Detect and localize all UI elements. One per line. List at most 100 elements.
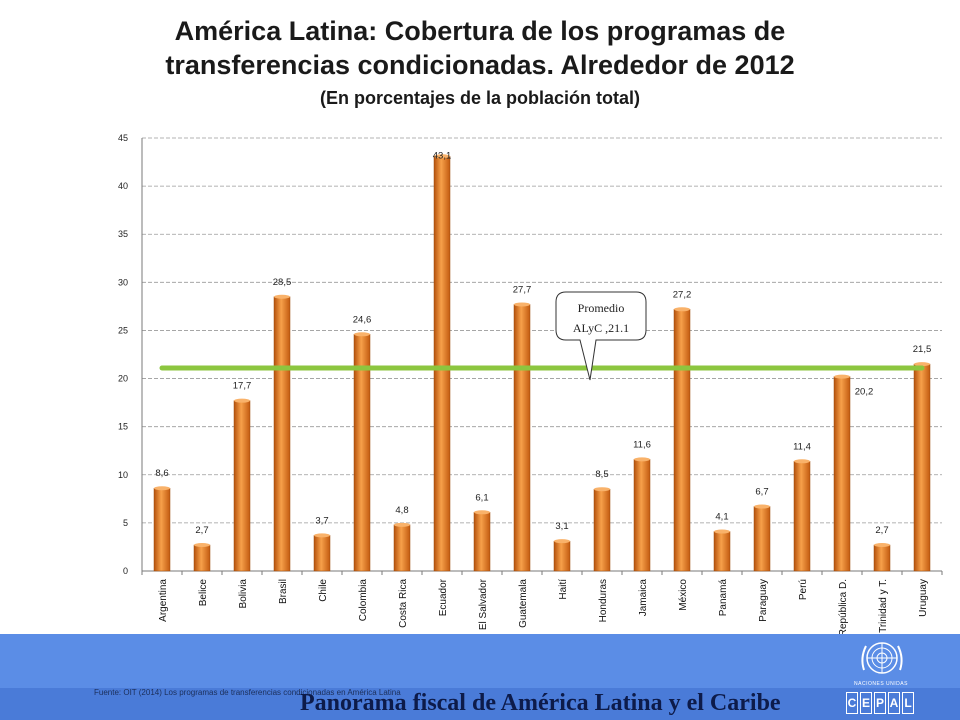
bar-top	[834, 374, 850, 379]
y-tick-label: 15	[118, 422, 128, 432]
bar-top	[554, 539, 570, 544]
bar	[433, 156, 451, 572]
un-emblem-icon	[861, 642, 903, 674]
cepal-logo: C E P A L	[846, 692, 914, 714]
category-label: Jamaica	[638, 579, 649, 617]
chart-subtitle: (En porcentajes de la población total)	[319, 88, 641, 108]
bar	[273, 296, 291, 572]
bar-top	[274, 294, 290, 299]
bar	[553, 540, 571, 572]
category-label: Ecuador	[438, 578, 449, 616]
data-label: 4,8	[395, 505, 408, 516]
y-tick-label: 45	[118, 133, 128, 143]
category-label: México	[678, 579, 689, 611]
data-label: 2,7	[875, 525, 888, 536]
data-label: 3,7	[315, 515, 328, 526]
category-label: Perú	[798, 579, 809, 600]
bar	[633, 459, 651, 572]
category-label: Guatemala	[518, 579, 529, 628]
data-label: 24,6	[353, 314, 372, 325]
bar-top	[874, 543, 890, 548]
bar-top	[714, 529, 730, 534]
category-label: Chile	[318, 579, 329, 602]
bar	[913, 363, 931, 572]
cepal-letter: L	[902, 692, 914, 714]
category-label: Panamá	[718, 579, 729, 617]
data-label: 4,1	[715, 512, 728, 523]
bar-top	[794, 459, 810, 464]
y-tick-label: 35	[118, 229, 128, 239]
y-tick-label: 30	[118, 277, 128, 287]
category-label: Honduras	[598, 579, 609, 622]
y-tick-label: 0	[123, 566, 128, 576]
un-label: NACIONES UNIDAS	[854, 681, 908, 687]
average-label-line-2: ALyC ,21.1	[573, 321, 629, 335]
data-label: 43,1	[433, 150, 452, 161]
y-tick-label: 20	[118, 374, 128, 384]
y-tick-label: 25	[118, 325, 128, 335]
bar-top	[674, 307, 690, 312]
average-callout	[555, 291, 647, 381]
bar	[833, 376, 851, 572]
data-label: 11,4	[793, 441, 811, 452]
footer-strip	[0, 688, 960, 720]
bar-top	[754, 504, 770, 509]
category-label: Colombia	[358, 579, 369, 622]
y-tick-label: 5	[123, 518, 128, 528]
average-label-line-1: Promedio	[578, 301, 625, 315]
category-label: Belice	[198, 579, 209, 607]
bar	[673, 309, 691, 572]
data-label: 20,2	[855, 387, 874, 398]
bar-top	[314, 533, 330, 538]
bar-top	[194, 543, 210, 548]
category-label: El Salvador	[478, 578, 489, 630]
data-label: 6,7	[755, 487, 768, 498]
bar	[713, 531, 731, 572]
bar-top	[914, 362, 930, 367]
data-label: 6,1	[475, 492, 488, 503]
bar	[873, 544, 891, 572]
category-label: Haití	[558, 579, 569, 600]
bar	[233, 400, 251, 572]
cepal-letter: E	[860, 692, 872, 714]
data-label: 8,6	[155, 468, 168, 479]
source-note: Fuente: OIT (2014) Los programas de tran…	[94, 688, 401, 697]
cepal-letter: P	[874, 692, 886, 714]
data-label: 27,7	[513, 284, 532, 295]
bar	[153, 487, 171, 572]
data-label: 3,1	[555, 521, 568, 532]
y-tick-label: 40	[118, 181, 128, 191]
bar-top	[474, 510, 490, 515]
chart-title: América Latina: Cobertura de los program…	[0, 14, 960, 82]
bar-top	[394, 522, 410, 527]
category-label: Uruguay	[918, 579, 929, 617]
data-label: 8,5	[595, 469, 608, 480]
category-label: Costa Rica	[398, 579, 409, 628]
bar-top	[434, 154, 450, 159]
category-label: Argentina	[158, 579, 169, 622]
cepal-letter: A	[888, 692, 900, 714]
category-label: Trinidad y T.	[878, 579, 889, 633]
bar	[513, 304, 531, 572]
title-line-1: América Latina: Cobertura de los program…	[174, 16, 786, 46]
bar-top	[514, 302, 530, 307]
data-label: 28,5	[273, 277, 292, 288]
bar-chart: 0 5 10 15 20 25 30 35 40 45 8,6 Argentina 2,7 Belice 1…	[118, 133, 943, 636]
category-label: Brasil	[278, 579, 289, 604]
cepal-letter: C	[846, 692, 858, 714]
bar	[193, 544, 211, 572]
bar	[393, 524, 411, 572]
bar	[793, 461, 811, 572]
bar-top	[234, 398, 250, 403]
category-label: República D.	[838, 579, 849, 636]
title-line-2: transferencias condicionadas. Alrededor …	[165, 50, 795, 80]
data-label: 17,7	[233, 381, 252, 392]
bar-top	[594, 487, 610, 492]
data-label: 27,2	[673, 289, 692, 300]
bar	[753, 506, 771, 572]
bar	[593, 488, 611, 572]
data-label: 21,5	[913, 344, 932, 355]
data-label: 11,6	[633, 439, 651, 450]
bar-top	[154, 486, 170, 491]
bar	[473, 512, 491, 572]
